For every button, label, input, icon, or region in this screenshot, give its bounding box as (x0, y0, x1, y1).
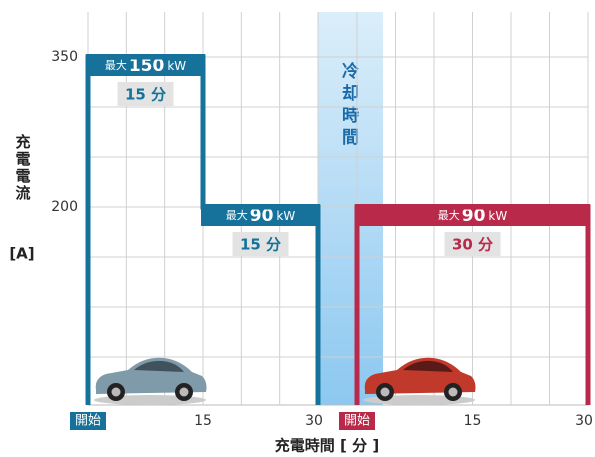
y-tick-label: 350 (51, 49, 78, 65)
duration-label: 15 分 (240, 236, 281, 254)
chart: 充電時間 [ 分 ] [A] 冷却時間200350充電電流開始1530最大150… (0, 0, 595, 457)
duration-label: 15 分 (125, 86, 166, 104)
x-tick-label: 15 (194, 413, 212, 429)
x-tick-label: 開始 (344, 414, 370, 429)
power-unit: kW (488, 209, 507, 223)
x-axis-title: 充電時間 [ 分 ] (275, 437, 379, 455)
car-hub (449, 388, 458, 397)
y-axis-unit: [A] (9, 245, 34, 263)
power-unit: kW (276, 209, 295, 223)
cooling-label: 時 (342, 105, 359, 126)
power-unit: kW (167, 59, 186, 73)
duration-label: 30 分 (452, 236, 493, 254)
x-tick-label: 30 (575, 413, 593, 429)
y-axis-title: 充電電流 (14, 133, 32, 202)
x-tick-label: 開始 (75, 414, 101, 429)
x-tick-label: 15 (464, 413, 482, 429)
car-hub (180, 388, 189, 397)
power-prefix: 最大 (226, 208, 248, 222)
car-illustration (94, 358, 207, 405)
x-tick-label: 30 (305, 413, 323, 429)
car-hub (112, 388, 121, 397)
power-prefix: 最大 (105, 58, 127, 72)
car-hub (381, 388, 390, 397)
y-tick-label: 200 (51, 199, 78, 215)
cooling-label: 冷 (342, 61, 359, 82)
cooling-label: 却 (342, 83, 359, 104)
power-prefix: 最大 (438, 208, 460, 222)
cooling-label: 間 (342, 128, 359, 148)
